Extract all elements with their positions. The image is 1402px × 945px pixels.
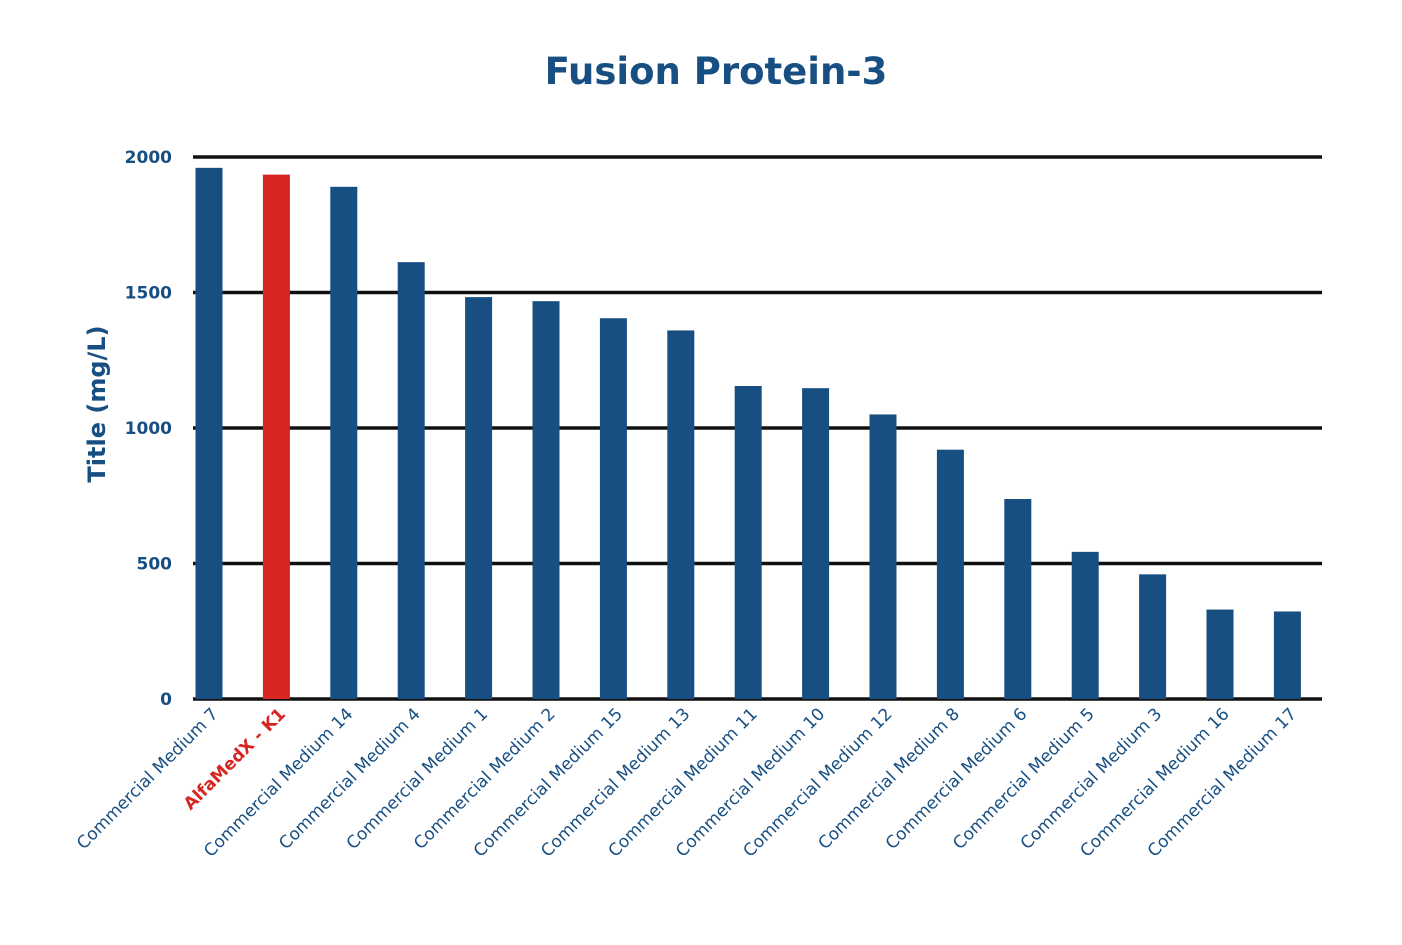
bar — [1139, 574, 1167, 699]
chart-title: Fusion Protein-3 — [545, 50, 888, 93]
y-tick-label: 0 — [160, 690, 172, 710]
y-tick-label: 500 — [137, 555, 173, 575]
y-tick-label: 2000 — [125, 148, 172, 168]
bar — [802, 388, 830, 699]
bar — [1004, 499, 1032, 699]
bar — [330, 186, 358, 699]
y-tick-label: 1500 — [125, 284, 172, 304]
y-axis-label: Title (mg/L) — [83, 325, 111, 482]
y-tick-label: 1000 — [125, 419, 172, 439]
bar — [1206, 609, 1234, 699]
bar — [397, 262, 425, 699]
bar — [667, 330, 695, 699]
bar — [1273, 611, 1301, 699]
bar — [465, 297, 493, 699]
bar — [262, 174, 290, 700]
bar — [532, 301, 560, 699]
bar — [599, 318, 627, 699]
bar — [195, 167, 223, 700]
bar — [869, 414, 897, 699]
bar — [1071, 551, 1099, 699]
y-tick-labels: 0 500 1000 1500 2000 — [125, 148, 172, 710]
bar — [734, 385, 762, 699]
bar — [936, 449, 964, 699]
bars — [195, 167, 1301, 700]
